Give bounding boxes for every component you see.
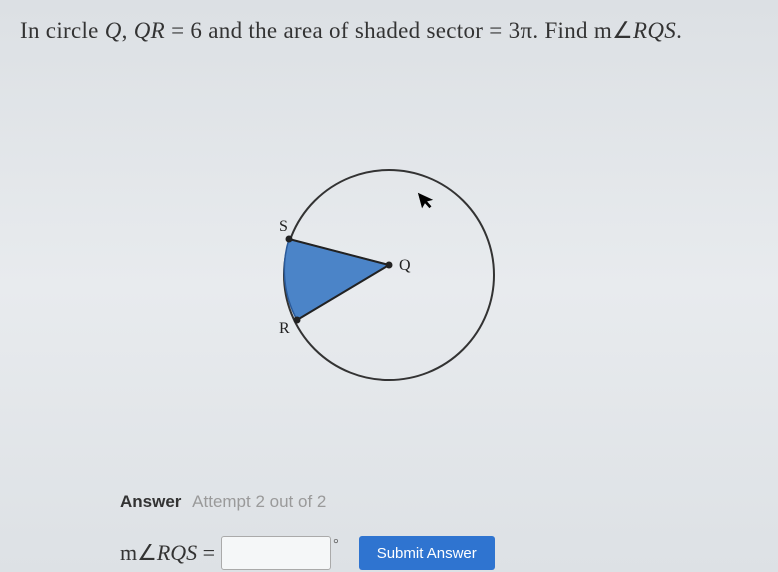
- answer-heading: Answer Attempt 2 out of 2: [120, 492, 326, 512]
- text: and the area of shaded sector =: [202, 18, 508, 43]
- angle-expression: m∠RQS =: [120, 540, 215, 566]
- angle-RQS: RQS: [157, 540, 197, 565]
- submit-button[interactable]: Submit Answer: [359, 536, 495, 570]
- answer-input[interactable]: [221, 536, 331, 570]
- text: .: [676, 18, 682, 43]
- variable-RQS: RQS: [633, 18, 676, 43]
- value-6: 6: [190, 18, 202, 43]
- variable-Q: Q: [105, 18, 122, 43]
- label-Q: Q: [399, 257, 411, 274]
- variable-QR: QR: [134, 18, 165, 43]
- point-Q: [386, 262, 393, 269]
- problem-statement: In circle Q, QR = 6 and the area of shad…: [0, 0, 778, 44]
- attempt-text: Attempt 2 out of 2: [192, 492, 326, 511]
- text: ,: [122, 18, 134, 43]
- degree-symbol: °: [333, 537, 339, 553]
- m-angle-prefix: m∠: [120, 540, 157, 565]
- label-S: S: [279, 218, 288, 235]
- point-S: [286, 236, 293, 243]
- text: =: [165, 18, 190, 43]
- circle-diagram: S Q R: [249, 135, 529, 415]
- text: In circle: [20, 18, 105, 43]
- value-3pi: 3π: [509, 18, 533, 43]
- point-R: [294, 317, 301, 324]
- text: . Find m∠: [532, 18, 633, 43]
- answer-input-row: m∠RQS = ° Submit Answer: [120, 534, 495, 572]
- equals: =: [197, 540, 215, 565]
- answer-label: Answer: [120, 492, 181, 511]
- diagram: S Q R: [0, 120, 778, 430]
- label-R: R: [279, 320, 290, 337]
